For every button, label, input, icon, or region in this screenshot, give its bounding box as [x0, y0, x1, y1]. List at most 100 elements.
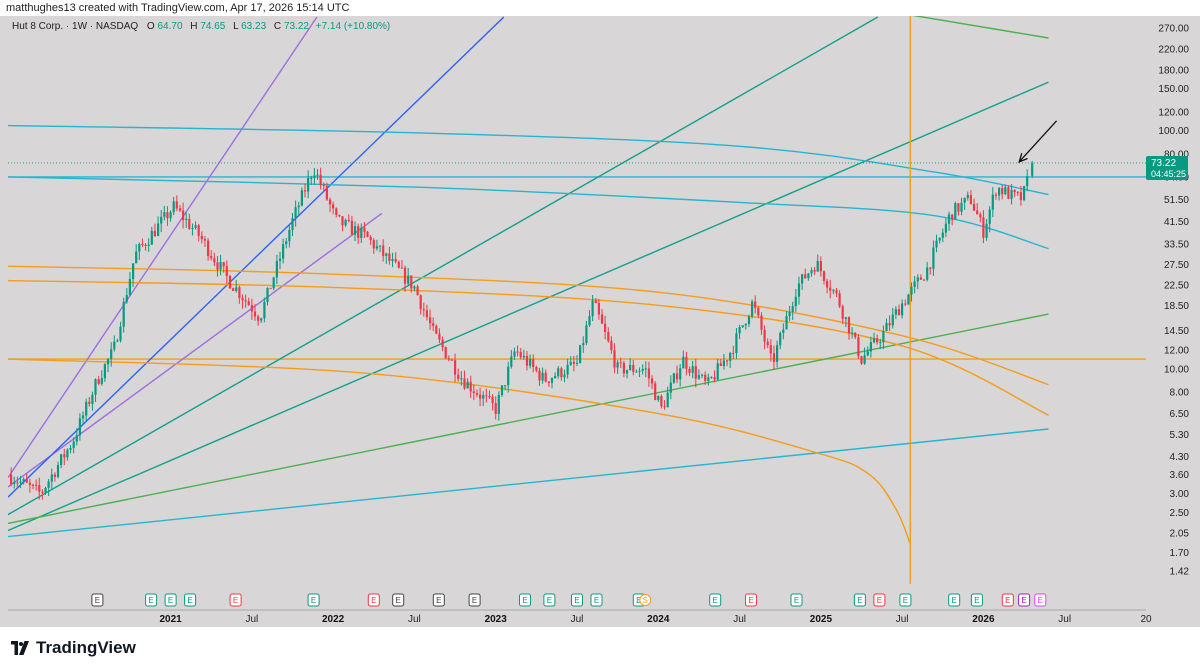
candle-body — [941, 232, 944, 238]
event-marker: E — [392, 593, 405, 607]
event-marker-badge — [468, 593, 481, 607]
candle-body — [957, 203, 960, 212]
candle-body — [613, 350, 616, 368]
candle-body — [635, 371, 638, 373]
price-label: 73.22 04:45:25 — [1146, 156, 1188, 180]
candle-body — [394, 259, 397, 262]
candle-body — [103, 364, 106, 379]
candle-body — [697, 375, 700, 379]
candle-body — [982, 217, 985, 238]
y-tick-label: 18.50 — [1164, 301, 1189, 312]
event-marker-badge — [1018, 593, 1031, 607]
event-marker-label: E — [574, 596, 579, 605]
x-tick-label: Jul — [408, 614, 421, 625]
candle-body — [885, 323, 888, 331]
candle-body — [1019, 192, 1022, 201]
candle-body — [907, 294, 910, 305]
candle-body — [194, 225, 197, 228]
candle-body — [747, 316, 751, 324]
candle-body — [879, 342, 882, 344]
candle-body — [182, 210, 185, 221]
event-marker-label: E — [1021, 596, 1026, 605]
candle-body — [710, 377, 713, 379]
candle-body — [429, 317, 432, 324]
candle-body — [585, 325, 588, 344]
candle-body — [253, 311, 257, 317]
candle-body — [976, 210, 979, 215]
candle-body — [278, 258, 282, 261]
y-tick-label: 27.50 — [1164, 260, 1189, 271]
candle-body — [810, 270, 813, 274]
candle-body — [191, 228, 194, 229]
candle-body — [316, 174, 319, 176]
candle-body — [985, 223, 988, 238]
candle-body — [10, 474, 13, 484]
event-marker: E — [873, 593, 886, 607]
candle-body — [53, 474, 56, 477]
annotation-arrow-head — [1018, 153, 1028, 164]
tradingview-logo[interactable]: TradingView — [10, 637, 136, 659]
candle-body — [110, 349, 113, 360]
candle-body — [44, 487, 47, 493]
candle-body — [153, 230, 156, 236]
candle-body — [78, 418, 81, 436]
candle-body — [722, 360, 725, 366]
y-tick-label: 150.00 — [1158, 84, 1189, 95]
y-tick-label: 8.00 — [1170, 388, 1190, 399]
event-marker-badge — [307, 593, 320, 607]
y-tick-label: 3.00 — [1170, 489, 1190, 500]
candle-body — [910, 286, 913, 295]
event-marker-label: E — [903, 596, 908, 605]
candle-body — [388, 253, 391, 261]
candle-body — [794, 296, 797, 307]
event-marker-label: E — [311, 596, 316, 605]
candle-body — [41, 491, 44, 493]
candle-body — [625, 370, 629, 374]
legend-low-value: 63.23 — [241, 21, 266, 32]
candle-body — [844, 317, 847, 319]
candle-body — [294, 207, 297, 219]
legend-high-label: H — [190, 21, 197, 32]
candle-body — [482, 395, 485, 399]
event-marker: E — [790, 593, 803, 607]
trendline-15 — [8, 358, 911, 544]
candle-body — [225, 266, 228, 276]
event-marker-label: E — [95, 596, 100, 605]
event-marker: E — [745, 593, 757, 607]
legend-open-value: 64.70 — [157, 21, 182, 32]
event-marker-badge — [392, 593, 405, 607]
candle-body — [200, 235, 203, 240]
candle-body — [213, 258, 216, 263]
candle-body — [969, 195, 972, 204]
candle-body — [250, 305, 253, 312]
candle-body — [407, 275, 410, 284]
candle-body — [663, 406, 666, 408]
candle-body — [322, 184, 325, 186]
price-chart[interactable]: 270.00 220.00 180.00 150.00 120.00 100.00 80.0… — [0, 16, 1200, 627]
candle-body — [382, 245, 385, 256]
candle-body — [157, 223, 160, 236]
candle-body — [307, 178, 310, 192]
candle-body — [397, 261, 400, 268]
candle-body — [507, 366, 510, 386]
event-marker: E — [899, 593, 912, 607]
candle-body — [69, 448, 72, 450]
candle-body — [582, 343, 585, 346]
candle-body — [622, 362, 625, 374]
candle-body — [926, 267, 929, 280]
candle-body — [466, 381, 469, 389]
candle-body — [535, 367, 538, 371]
y-tick-label: 180.00 — [1158, 65, 1189, 76]
candle-body — [300, 190, 303, 206]
candle-body — [757, 307, 760, 316]
y-axis: 270.00 220.00 180.00 150.00 120.00 100.00 80.0… — [1158, 23, 1189, 577]
candle-body — [916, 277, 919, 282]
candle-body — [282, 244, 285, 259]
candle-body — [178, 208, 182, 211]
candle-body — [650, 378, 654, 384]
candle-body — [297, 205, 300, 208]
candle-body — [216, 262, 219, 270]
candle-body — [141, 244, 144, 245]
candle-body — [444, 347, 447, 359]
